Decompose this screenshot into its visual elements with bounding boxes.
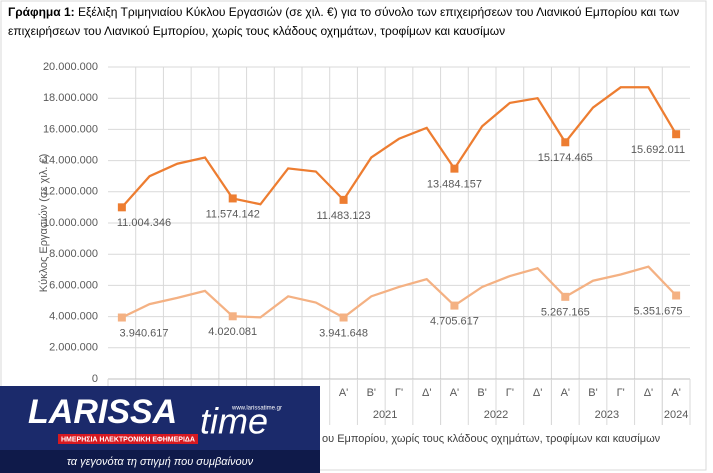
point-marker <box>228 194 237 203</box>
data-label: 4.705.617 <box>430 315 479 327</box>
x-group-label: 2024 <box>664 409 688 421</box>
y-tick-label: 20.000.000 <box>43 61 98 73</box>
logo-url: www.larissatime.gr <box>231 406 282 412</box>
point-marker <box>339 313 348 322</box>
x-tick-label: Β' <box>367 387 376 399</box>
x-tick-label: Α' <box>339 387 348 399</box>
logo-strip <box>0 450 320 473</box>
y-axis-label: Κύκλος Εργασιών (σε χιλ. €) <box>38 154 50 293</box>
x-tick-label: Α' <box>450 387 459 399</box>
y-tick-label: 2.000.000 <box>49 342 98 354</box>
data-label: 11.574.142 <box>206 208 260 220</box>
x-tick-label: Γ' <box>395 387 403 399</box>
logo-brand-right: time <box>200 401 268 442</box>
y-tick-label: 14.000.000 <box>43 155 98 167</box>
series-line <box>121 265 677 319</box>
point-marker <box>561 292 570 301</box>
title-prefix: Γράφημα 1: <box>8 5 75 19</box>
y-tick-label: 16.000.000 <box>43 123 98 135</box>
x-group-label: 2023 <box>595 409 619 421</box>
data-label: 4.020.081 <box>208 326 257 338</box>
plot: 0 2.000.000 4.000.000 6.000.000 8.000.000 10.… <box>43 61 691 425</box>
chart-title-line2: επιχειρήσεων του Λιανικού Εμπορίου, χωρί… <box>8 24 505 38</box>
data-label: 15.174.465 <box>538 152 593 164</box>
point-marker <box>228 312 237 321</box>
point-marker <box>117 313 126 322</box>
data-label: 11.483.123 <box>316 210 370 222</box>
y-tick-label: 4.000.000 <box>49 311 98 323</box>
x-tick-label: Α' <box>671 387 680 399</box>
logo-subtitle-bg <box>58 434 198 444</box>
data-label: 3.940.617 <box>120 327 169 339</box>
data-label: 15.692.011 <box>631 144 685 156</box>
y-tick-label: 6.000.000 <box>49 279 98 291</box>
point-marker <box>672 130 681 139</box>
x-tick-label: Γ' <box>506 387 514 399</box>
point-marker <box>339 195 348 204</box>
y-tick-label: 8.000.000 <box>49 248 98 260</box>
point-marker <box>450 164 459 173</box>
x-tick-label: Β' <box>477 387 486 399</box>
x-tick-label: Δ' <box>422 387 431 399</box>
point-marker <box>450 301 459 310</box>
y-tick-label: 10.000.000 <box>43 217 98 229</box>
x-group-label: 2022 <box>484 409 508 421</box>
x-tick-label: Β' <box>588 387 597 399</box>
title-text: Εξέλιξη Τριμηνιαίου Κύκλου Εργασιών (σε … <box>78 5 679 19</box>
y-tick-label: 18.000.000 <box>43 92 98 104</box>
logo-subtitle: ΗΜΕΡΗΣΙΑ ΗΛΕΚΤΡΟΝΙΚΗ ΕΦΗΜΕΡΙΔΑ <box>61 436 195 443</box>
x-tick-label: Γ' <box>617 387 625 399</box>
logo-brand-left: LARISSA <box>28 393 177 431</box>
data-label: 3.941.648 <box>319 327 368 339</box>
chart-title: Γράφημα 1: Εξέλιξη Τριμηνιαίου Κύκλου Ερ… <box>8 5 679 19</box>
point-marker <box>561 138 570 147</box>
x-tick-label: Α' <box>561 387 570 399</box>
series-line <box>121 86 678 209</box>
data-label: 13.484.157 <box>427 179 482 191</box>
data-label: 5.267.165 <box>541 307 590 319</box>
y-tick-label: 0 <box>92 373 98 385</box>
data-label: 5.351.675 <box>634 305 683 317</box>
logo-slogan: τα γεγονότα τη στιγμή που συμβαίνουν <box>67 456 254 468</box>
x-group-label: 2021 <box>373 409 397 421</box>
legend-text: ου Εμπορίου, χωρίς τους κλάδους οχημάτων… <box>322 433 661 445</box>
point-marker <box>117 203 126 212</box>
data-label: 11.004.346 <box>117 217 171 229</box>
y-tick-label: 12.000.000 <box>43 186 98 198</box>
x-tick-label: Δ' <box>533 387 542 399</box>
point-marker <box>672 291 681 300</box>
watermark: LARISSA time www.larissatime.gr ΗΜΕΡΗΣΙΑ… <box>0 386 320 473</box>
x-tick-label: Δ' <box>644 387 653 399</box>
